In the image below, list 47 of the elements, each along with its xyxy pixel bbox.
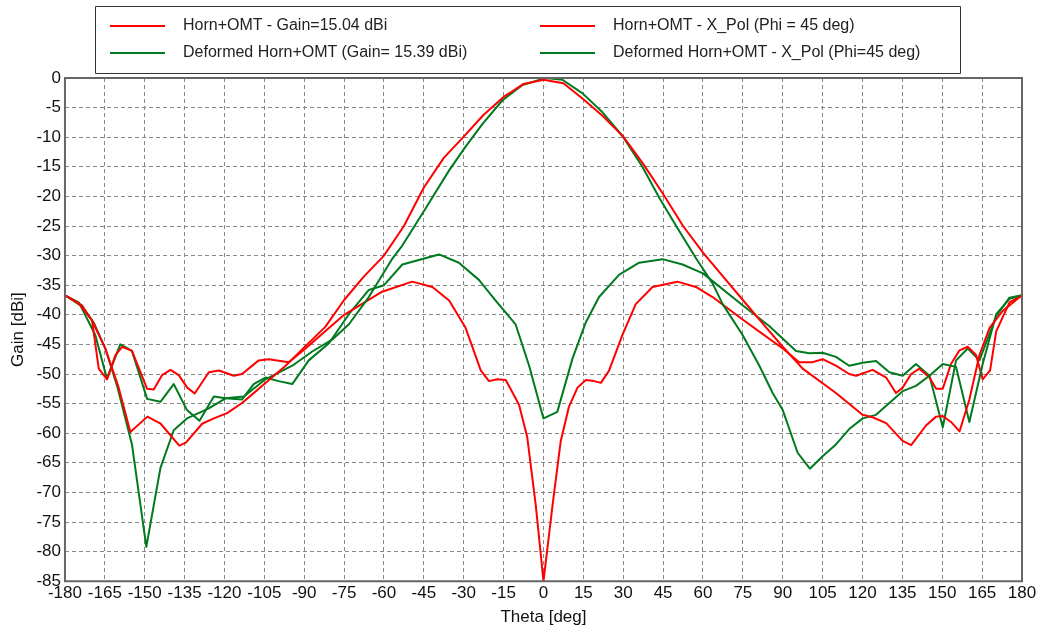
y-tick-label: -45 (36, 334, 61, 354)
y-tick-label: -65 (36, 452, 61, 472)
x-tick-label: 60 (693, 583, 713, 603)
x-tick-label: -90 (291, 583, 317, 603)
x-tick-label: -120 (207, 583, 242, 603)
x-tick-label: 75 (733, 583, 753, 603)
x-tick-label: 105 (808, 583, 837, 603)
x-tick-label: -135 (167, 583, 202, 603)
y-tick-label: -70 (36, 482, 61, 502)
x-tick-label: 45 (653, 583, 673, 603)
x-tick-label: 165 (967, 583, 997, 603)
legend-label: Deformed Horn+OMT (Gain= 15.39 dBi) (183, 43, 468, 61)
x-tick-label: -150 (127, 583, 162, 603)
y-tick-label: -55 (36, 393, 61, 413)
x-axis-title: Theta [deg] (500, 607, 587, 627)
x-tick-label: -60 (371, 583, 397, 603)
x-tick-label: -15 (491, 583, 516, 603)
y-tick-label: -15 (36, 156, 61, 176)
y-tick-label: -35 (36, 274, 61, 294)
x-tick-label: 135 (888, 583, 917, 603)
y-tick-label: -30 (36, 245, 61, 265)
x-tick-label: -75 (331, 583, 357, 603)
x-tick-label: 150 (928, 583, 957, 603)
x-tick-label: -165 (87, 583, 122, 603)
x-tick-label: 180 (1007, 583, 1037, 603)
x-tick-label: -105 (247, 583, 282, 603)
y-tick-label: -5 (45, 97, 61, 117)
legend-label: Deformed Horn+OMT - X_Pol (Phi=45 deg) (613, 43, 921, 62)
legend-label: Horn+OMT - X_Pol (Phi = 45 deg) (613, 16, 855, 35)
x-tick-label: 30 (613, 583, 633, 603)
x-tick-label: 15 (573, 583, 593, 603)
y-tick-label: -40 (36, 304, 61, 324)
x-tick-label: -30 (451, 583, 477, 603)
y-axis-title: Gain [dBi] (7, 292, 27, 367)
x-tick-label: 120 (848, 583, 877, 603)
y-tick-label: 0 (51, 67, 61, 87)
y-tick-label: -25 (36, 215, 61, 235)
y-tick-label: -80 (36, 541, 61, 561)
x-tick-label: 90 (773, 583, 793, 603)
x-tick-label: -45 (411, 583, 437, 603)
y-tick-label: -50 (36, 363, 61, 383)
x-tick-label: 0 (538, 583, 549, 603)
legend-label: Horn+OMT - Gain=15.04 dBi (183, 16, 388, 34)
y-tick-label: -10 (36, 126, 61, 146)
y-tick-label: -20 (36, 186, 61, 206)
y-tick-label: -60 (36, 422, 61, 442)
y-tick-label: -75 (36, 511, 61, 531)
